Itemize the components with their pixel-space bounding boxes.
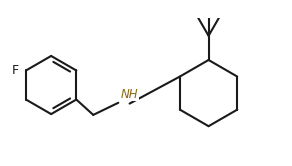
Text: F: F xyxy=(12,64,19,77)
Text: NH: NH xyxy=(120,88,138,101)
